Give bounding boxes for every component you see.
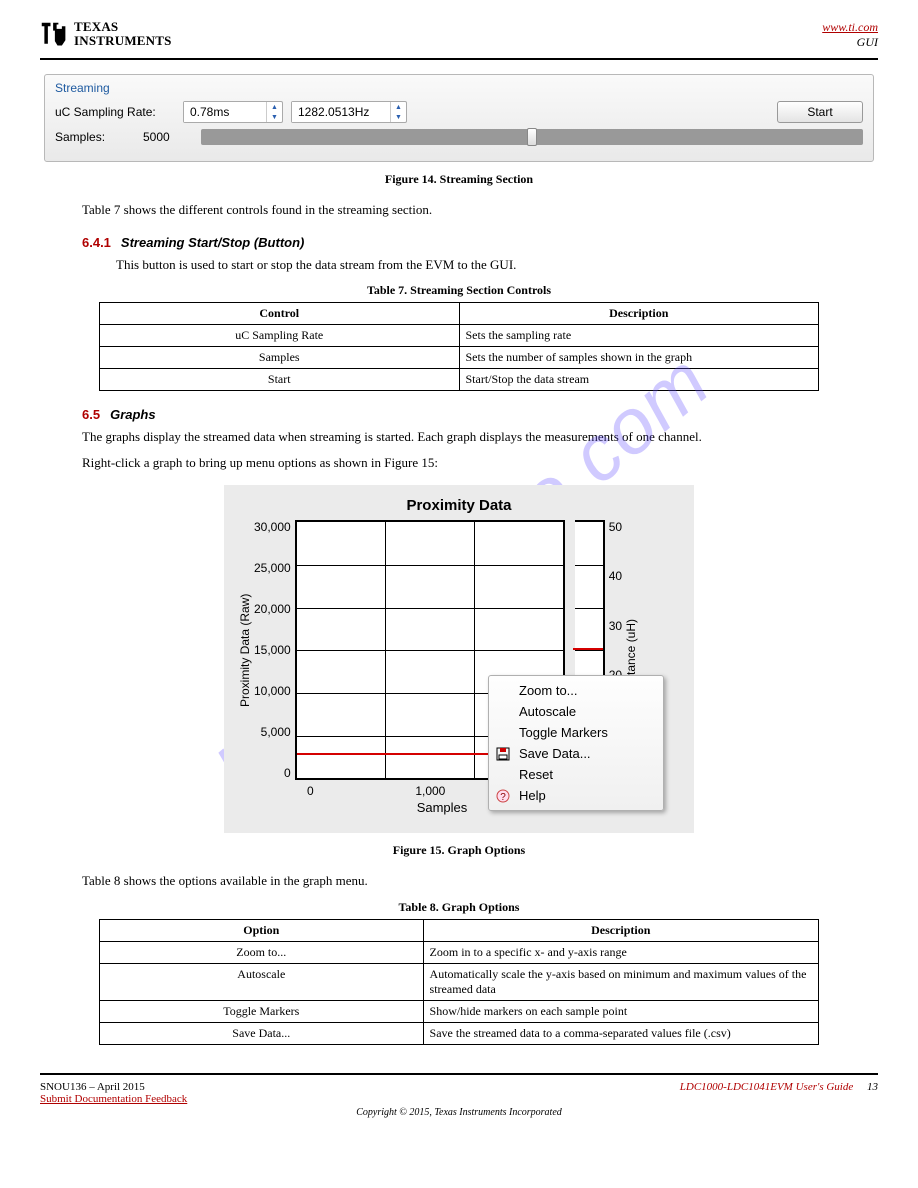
section-65-heading: 6.5 Graphs <box>82 407 836 422</box>
header-right: www.ti.com GUI <box>822 20 878 50</box>
help-icon: ? <box>495 788 511 804</box>
logo-line1: TEXAS <box>74 20 172 34</box>
menu-item[interactable]: Autoscale <box>489 701 663 722</box>
save-icon <box>495 746 511 762</box>
samples-slider[interactable] <box>201 129 863 145</box>
table8-title: Table 8. Graph Options <box>40 900 878 915</box>
section-641-heading: 6.4.1 Streaming Start/Stop (Button) <box>82 235 836 250</box>
chart-yticks-left: 30,00025,00020,00015,00010,0005,0000 <box>254 520 295 780</box>
chart-ylabel-left: Proximity Data (Raw) <box>236 520 254 780</box>
figure14-caption: Figure 14. Streaming Section <box>40 172 878 187</box>
menu-item[interactable]: Save Data... <box>489 743 663 764</box>
footer-copyright: Copyright © 2015, Texas Instruments Inco… <box>40 1107 878 1118</box>
para-t7-intro: Table 7 shows the different controls fou… <box>82 201 836 219</box>
streaming-title: Streaming <box>55 81 863 95</box>
rate-ms-down-icon[interactable]: ▼ <box>267 112 282 122</box>
samples-label: Samples: <box>55 130 135 144</box>
ti-logo-icon <box>40 20 68 50</box>
blank-icon <box>495 683 511 699</box>
footer-page: 13 <box>867 1081 878 1093</box>
menu-item[interactable]: Zoom to... <box>489 680 663 701</box>
rate-hz-down-icon[interactable]: ▼ <box>391 112 406 122</box>
footer-left: SNOU136 – April 2015 Submit Documentatio… <box>40 1081 187 1105</box>
page-header: TEXAS INSTRUMENTS www.ti.com GUI <box>40 20 878 60</box>
streaming-panel: Streaming uC Sampling Rate: ▲▼ ▲▼ Start … <box>44 74 874 162</box>
samples-slider-thumb[interactable] <box>527 128 537 146</box>
section-641-num: 6.4.1 <box>82 235 111 250</box>
rate-ms-spinner[interactable]: ▲▼ <box>183 101 283 123</box>
rate-hz-spinner[interactable]: ▲▼ <box>291 101 407 123</box>
figure15-caption: Figure 15. Graph Options <box>40 843 878 858</box>
menu-item[interactable]: Toggle Markers <box>489 722 663 743</box>
chart-container: Proximity Data Proximity Data (Raw) 30,0… <box>224 485 694 833</box>
rate-ms-up-icon[interactable]: ▲ <box>267 102 282 112</box>
blank-icon <box>495 704 511 720</box>
para-641: This button is used to start or stop the… <box>116 256 836 274</box>
footer-title: LDC1000-LDC1041EVM User's Guide <box>680 1081 853 1093</box>
logo-block: TEXAS INSTRUMENTS <box>40 20 172 50</box>
section-65-num: 6.5 <box>82 407 100 422</box>
section-65-title: Graphs <box>110 407 156 422</box>
para-t8-intro: Table 8 shows the options available in t… <box>82 872 836 890</box>
blank-icon <box>495 725 511 741</box>
menu-item[interactable]: ?Help <box>489 785 663 806</box>
chart-title: Proximity Data <box>236 497 682 514</box>
header-sub: GUI <box>822 35 878 50</box>
logo-line2: INSTRUMENTS <box>74 34 172 48</box>
blank-icon <box>495 767 511 783</box>
rate-hz-input[interactable] <box>292 102 390 122</box>
para-rightclick: Right-click a graph to bring up menu opt… <box>82 454 836 472</box>
samples-value: 5000 <box>143 130 193 144</box>
rate-label: uC Sampling Rate: <box>55 105 175 119</box>
rate-hz-up-icon[interactable]: ▲ <box>391 102 406 112</box>
rate-ms-input[interactable] <box>184 102 266 122</box>
footer-feedback-link[interactable]: Submit Documentation Feedback <box>40 1093 187 1105</box>
table8: OptionDescriptionZoom to...Zoom in to a … <box>99 919 819 1045</box>
page-footer: SNOU136 – April 2015 Submit Documentatio… <box>40 1073 878 1105</box>
table7-title: Table 7. Streaming Section Controls <box>40 283 878 298</box>
header-link[interactable]: www.ti.com <box>822 20 878 35</box>
menu-item[interactable]: Reset <box>489 764 663 785</box>
table7: ControlDescriptionuC Sampling RateSets t… <box>99 302 819 391</box>
context-menu[interactable]: Zoom to...AutoscaleToggle MarkersSave Da… <box>488 675 664 811</box>
footer-docnum: SNOU136 – April 2015 <box>40 1081 145 1093</box>
section-641-title: Streaming Start/Stop (Button) <box>121 235 304 250</box>
para-graphs: The graphs display the streamed data whe… <box>82 428 836 446</box>
logo-text: TEXAS INSTRUMENTS <box>74 20 172 47</box>
start-button[interactable]: Start <box>777 101 863 123</box>
svg-text:?: ? <box>500 792 506 803</box>
